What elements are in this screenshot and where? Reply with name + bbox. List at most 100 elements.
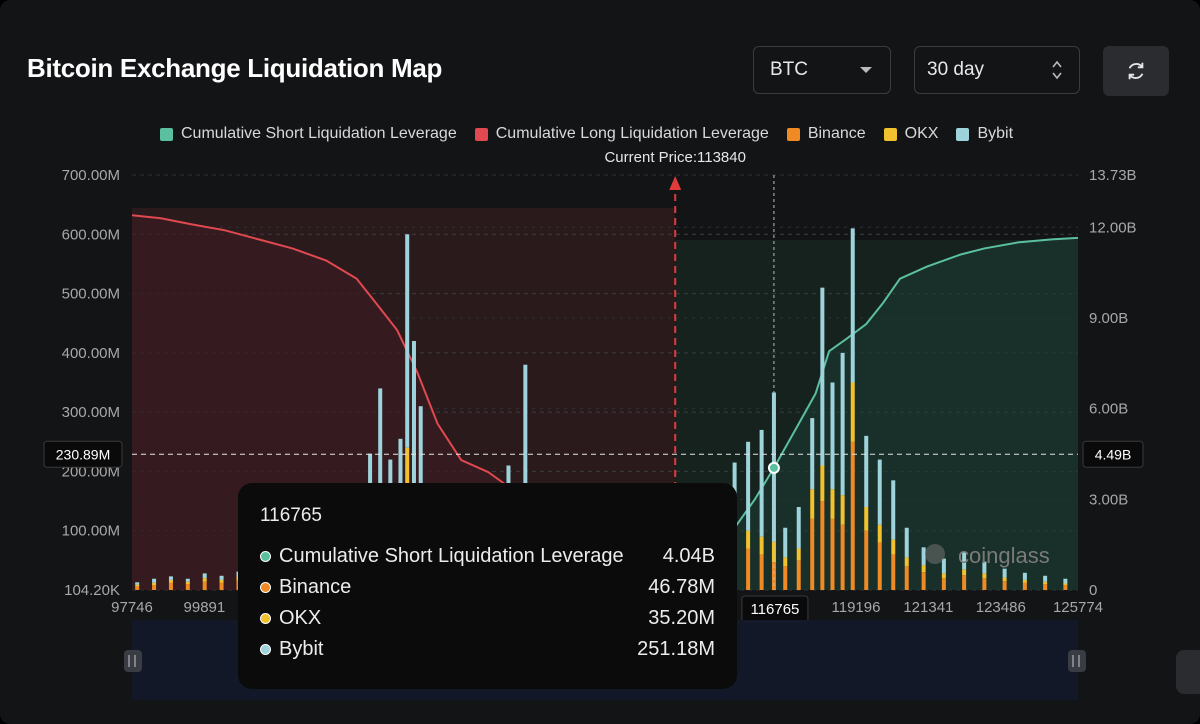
bar-binance[interactable] bbox=[850, 441, 855, 590]
bar-okx[interactable] bbox=[783, 557, 788, 567]
bar-binance[interactable] bbox=[877, 542, 882, 590]
bar-okx[interactable] bbox=[921, 565, 926, 573]
bar-binance[interactable] bbox=[820, 501, 825, 590]
bar-binance[interactable] bbox=[962, 575, 967, 590]
bar-okx[interactable] bbox=[168, 579, 173, 583]
bar-okx[interactable] bbox=[796, 548, 801, 561]
bar-binance[interactable] bbox=[921, 572, 926, 590]
bar-bybit[interactable] bbox=[864, 435, 869, 507]
bar-bybit[interactable] bbox=[941, 558, 946, 574]
bar-bybit[interactable] bbox=[523, 364, 528, 513]
bar-bybit[interactable] bbox=[904, 527, 909, 558]
bar-binance[interactable] bbox=[746, 548, 751, 591]
bar-binance[interactable] bbox=[1022, 582, 1027, 590]
bar-okx[interactable] bbox=[830, 489, 835, 519]
bar-bybit[interactable] bbox=[891, 480, 896, 540]
bar-binance[interactable] bbox=[891, 554, 896, 590]
bar-okx[interactable] bbox=[771, 541, 776, 563]
bar-bybit[interactable] bbox=[1043, 575, 1048, 582]
navigator-handle-left[interactable] bbox=[124, 650, 142, 672]
legend-item-long[interactable]: Cumulative Long Liquidation Leverage bbox=[474, 124, 769, 144]
bar-okx[interactable] bbox=[746, 530, 751, 549]
bar-bybit[interactable] bbox=[418, 406, 423, 502]
bar-okx[interactable] bbox=[850, 382, 855, 442]
bar-okx[interactable] bbox=[405, 447, 410, 484]
bar-bybit[interactable] bbox=[921, 547, 926, 566]
coin-select[interactable]: BTC bbox=[753, 46, 891, 94]
bar-bybit[interactable] bbox=[820, 287, 825, 466]
bar-binance[interactable] bbox=[1002, 581, 1007, 590]
bar-bybit[interactable] bbox=[405, 234, 410, 448]
bar-bybit[interactable] bbox=[840, 352, 845, 496]
bar-bybit[interactable] bbox=[759, 429, 764, 537]
bar-binance[interactable] bbox=[771, 562, 776, 590]
bar-binance[interactable] bbox=[202, 581, 207, 590]
bar-bybit[interactable] bbox=[982, 561, 987, 574]
bar-binance[interactable] bbox=[982, 578, 987, 590]
bar-bybit[interactable] bbox=[168, 576, 173, 580]
bar-okx[interactable] bbox=[820, 465, 825, 502]
bar-bybit[interactable] bbox=[810, 418, 815, 490]
bar-okx[interactable] bbox=[202, 578, 207, 582]
bar-bybit[interactable] bbox=[1002, 568, 1007, 578]
bar-okx[interactable] bbox=[185, 581, 190, 585]
bar-binance[interactable] bbox=[904, 566, 909, 590]
bar-okx[interactable] bbox=[877, 524, 882, 543]
navigator-handle-right[interactable] bbox=[1068, 650, 1086, 672]
bar-okx[interactable] bbox=[1063, 583, 1068, 586]
bar-bybit[interactable] bbox=[877, 459, 882, 525]
range-select[interactable]: 30 day bbox=[914, 46, 1080, 94]
bar-okx[interactable] bbox=[891, 539, 896, 555]
bar-binance[interactable] bbox=[864, 530, 869, 590]
bar-bybit[interactable] bbox=[783, 527, 788, 558]
bar-okx[interactable] bbox=[219, 579, 224, 583]
bar-okx[interactable] bbox=[1022, 579, 1027, 583]
bar-okx[interactable] bbox=[152, 582, 157, 586]
legend-item-short[interactable]: Cumulative Short Liquidation Leverage bbox=[160, 124, 457, 144]
bar-okx[interactable] bbox=[1002, 577, 1007, 582]
bar-okx[interactable] bbox=[759, 536, 764, 555]
refresh-button[interactable] bbox=[1103, 46, 1169, 96]
bar-okx[interactable] bbox=[840, 495, 845, 525]
bar-binance[interactable] bbox=[840, 524, 845, 590]
bar-bybit[interactable] bbox=[378, 388, 383, 519]
legend-item-okx[interactable]: OKX bbox=[883, 124, 938, 144]
bar-binance[interactable] bbox=[219, 582, 224, 590]
legend-item-binance[interactable]: Binance bbox=[786, 124, 866, 144]
bar-bybit[interactable] bbox=[135, 582, 140, 585]
bar-bybit[interactable] bbox=[219, 575, 224, 580]
bar-bybit[interactable] bbox=[185, 578, 190, 582]
bar-bybit[interactable] bbox=[152, 578, 157, 583]
side-settings-button[interactable] bbox=[1176, 650, 1200, 694]
bar-bybit[interactable] bbox=[796, 507, 801, 549]
bar-binance[interactable] bbox=[168, 582, 173, 590]
bar-binance[interactable] bbox=[759, 554, 764, 590]
bar-bybit[interactable] bbox=[830, 382, 835, 490]
bar-okx[interactable] bbox=[810, 489, 815, 519]
bar-binance[interactable] bbox=[796, 560, 801, 590]
bar-okx[interactable] bbox=[941, 573, 946, 579]
bar-binance[interactable] bbox=[783, 566, 788, 590]
bar-bybit[interactable] bbox=[411, 341, 416, 490]
bar-bybit[interactable] bbox=[1022, 572, 1027, 580]
bar-binance[interactable] bbox=[830, 518, 835, 590]
bar-binance[interactable] bbox=[1063, 585, 1068, 590]
bar-binance[interactable] bbox=[135, 586, 140, 590]
bar-bybit[interactable] bbox=[962, 551, 967, 570]
bar-binance[interactable] bbox=[1043, 584, 1048, 590]
bar-binance[interactable] bbox=[810, 518, 815, 590]
bar-okx[interactable] bbox=[1043, 581, 1048, 585]
bar-okx[interactable] bbox=[904, 557, 909, 567]
bar-bybit[interactable] bbox=[1063, 578, 1068, 584]
bar-binance[interactable] bbox=[152, 585, 157, 590]
bar-okx[interactable] bbox=[864, 507, 869, 531]
legend-item-bybit[interactable]: Bybit bbox=[956, 124, 1013, 144]
bar-okx[interactable] bbox=[135, 584, 140, 587]
bar-binance[interactable] bbox=[941, 578, 946, 590]
bar-okx[interactable] bbox=[962, 569, 967, 576]
bar-okx[interactable] bbox=[982, 573, 987, 579]
bar-bybit[interactable] bbox=[746, 441, 751, 531]
bar-binance[interactable] bbox=[185, 584, 190, 590]
bar-bybit[interactable] bbox=[202, 573, 207, 579]
bar-bybit[interactable] bbox=[850, 228, 855, 383]
